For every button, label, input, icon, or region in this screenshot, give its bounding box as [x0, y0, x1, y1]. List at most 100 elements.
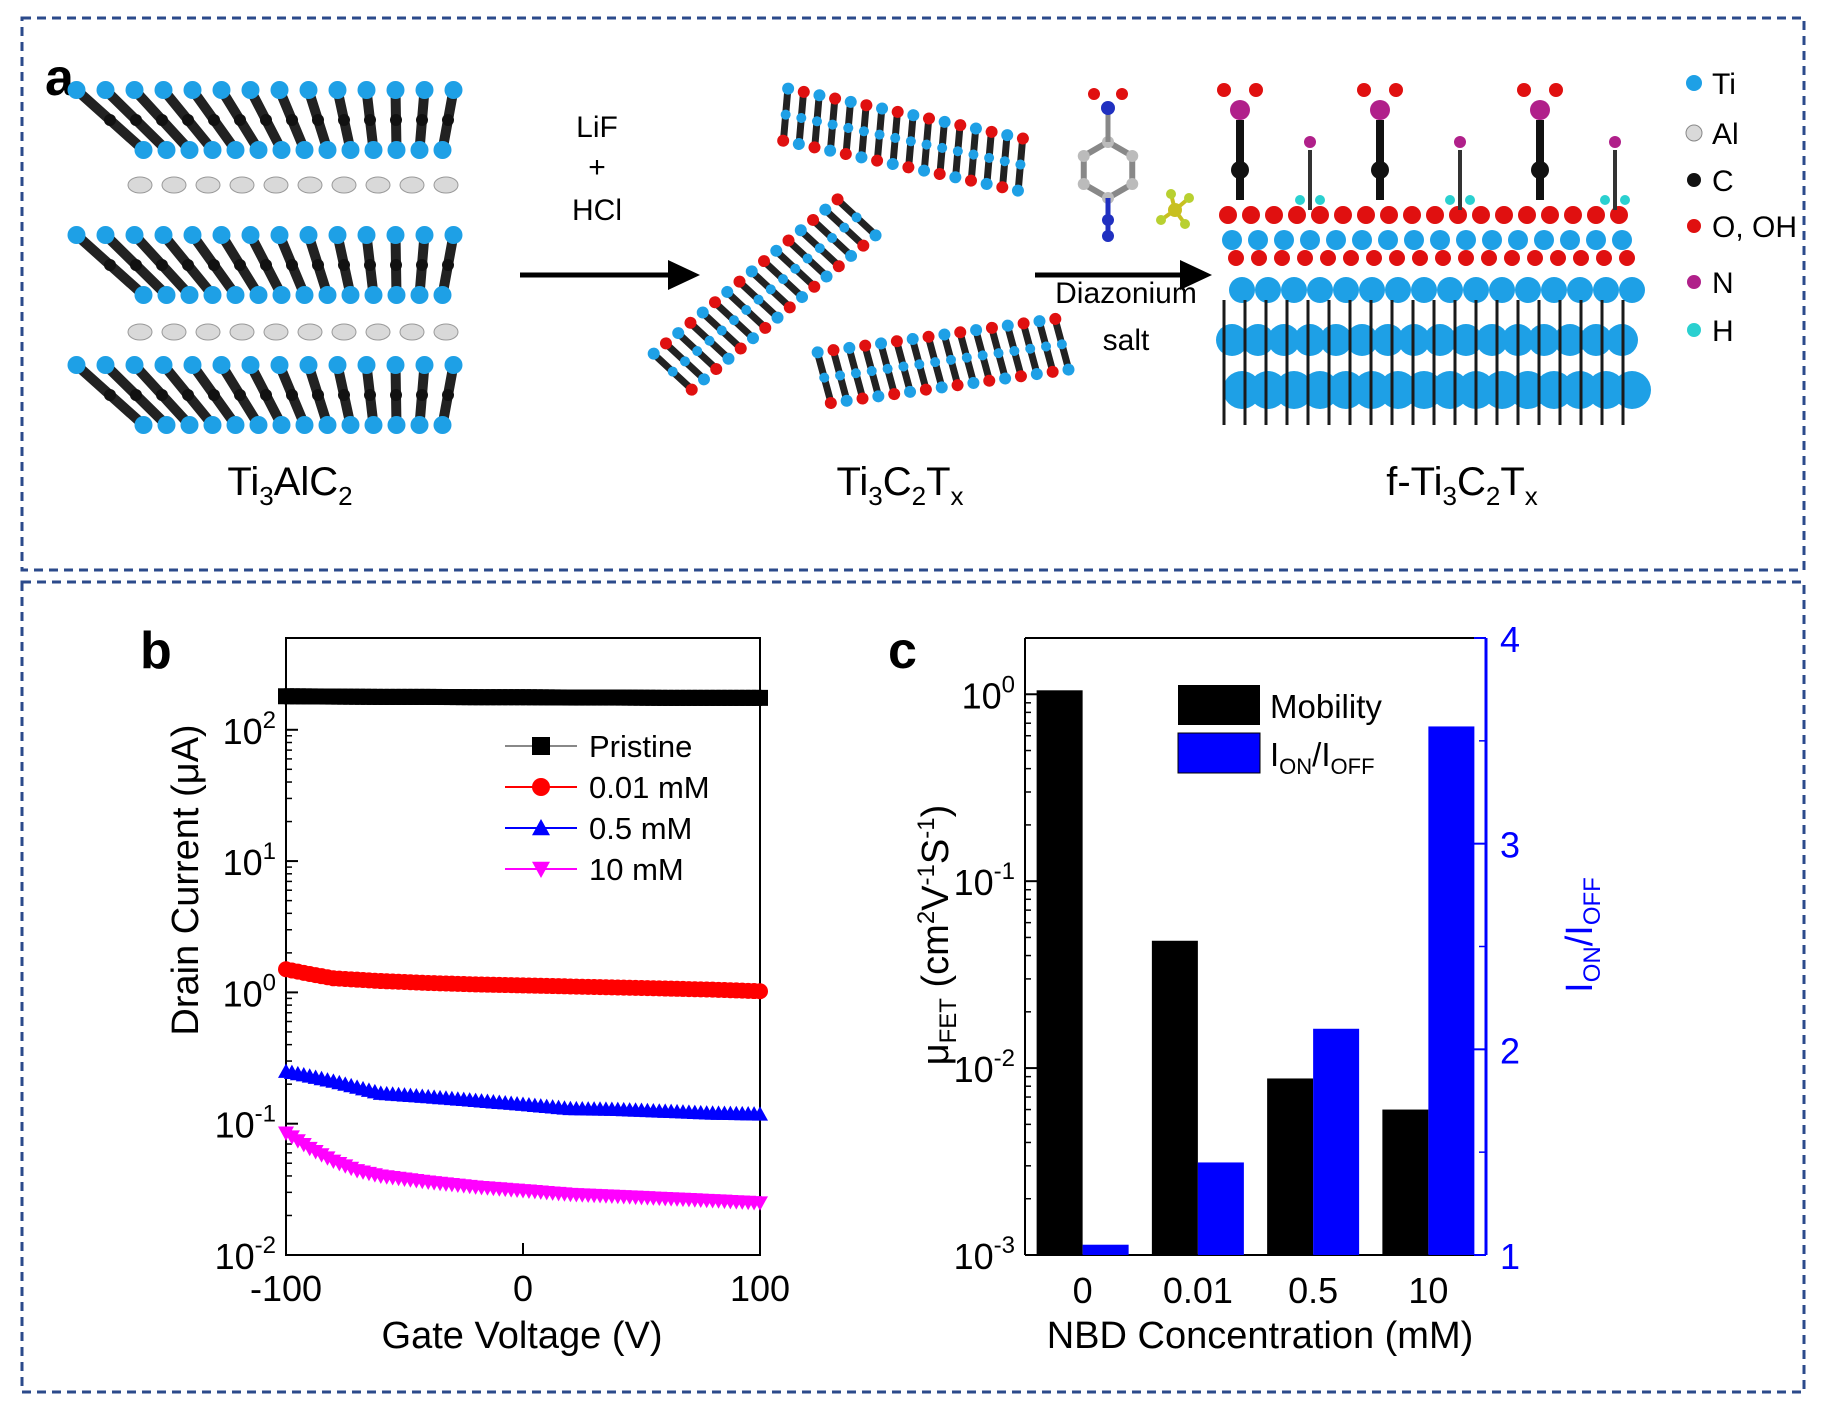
- o-atom: [1228, 250, 1244, 266]
- flake-atom: [696, 306, 709, 319]
- ti-atom: [1534, 230, 1554, 250]
- panel-c-ylabel-left: μFET (cm2V-1S-1): [913, 805, 962, 1066]
- n-atom: [1102, 230, 1114, 242]
- m2-mid2: T: [926, 460, 950, 504]
- flake-atom: [692, 346, 703, 357]
- ti-atom: [96, 81, 115, 99]
- flake-atom: [904, 385, 917, 398]
- ti-atom: [386, 356, 405, 374]
- o-atom: [1412, 250, 1428, 266]
- ti-atom: [1515, 277, 1541, 303]
- flake-atom: [866, 365, 877, 376]
- ti-atom: [212, 356, 231, 374]
- m3-mid: C: [1457, 460, 1486, 504]
- flake-atom: [902, 161, 915, 174]
- ti-atom: [125, 226, 144, 244]
- ti-atom: [433, 141, 452, 159]
- flake-atom: [832, 260, 845, 273]
- flake-atom: [851, 212, 862, 223]
- ti-atom: [299, 226, 318, 244]
- marker-triangle-up: [532, 819, 550, 836]
- c-atom: [1531, 161, 1549, 179]
- right-y-tick-label: 3: [1500, 825, 1520, 866]
- flake-atom: [1033, 315, 1046, 328]
- flake-atom: [1030, 368, 1043, 381]
- legend-n-dot: [1687, 275, 1701, 289]
- ti-atom: [299, 356, 318, 374]
- right-y-tick-label: 2: [1500, 1030, 1520, 1071]
- ti-atom: [226, 416, 245, 434]
- x-tick-label: 10: [1408, 1270, 1448, 1311]
- ti-atom: [387, 286, 406, 304]
- panel-a-label: a: [45, 49, 75, 107]
- flake-atom: [1009, 345, 1020, 356]
- o-atom: [1541, 206, 1559, 224]
- yl-t2: V: [915, 885, 957, 911]
- ti-atom: [1586, 230, 1606, 250]
- flake-atom: [907, 109, 920, 122]
- ti-atom: [180, 141, 199, 159]
- left-y-tick-label: 10-1: [954, 858, 1015, 903]
- flake-atom: [827, 232, 838, 243]
- flake-atom: [993, 348, 1004, 359]
- ti-atom: [203, 286, 222, 304]
- al-atom: [433, 176, 459, 194]
- o-atom: [1458, 250, 1474, 266]
- o-atom: [1517, 83, 1531, 97]
- ti-atom: [386, 81, 405, 99]
- ti-atom: [444, 356, 463, 374]
- c-atom: [234, 114, 246, 126]
- n-atom: [1230, 100, 1250, 120]
- legend-c-label: C: [1712, 165, 1734, 198]
- c-atom: [234, 259, 246, 271]
- flake-atom: [697, 373, 710, 386]
- legend-c-dot: [1687, 173, 1701, 187]
- x-tick-label: 0: [1073, 1270, 1093, 1311]
- m2-sub2: 2: [912, 481, 926, 511]
- ti-atom: [444, 81, 463, 99]
- step1-line1: LiF: [576, 111, 618, 144]
- flake-atom: [807, 213, 820, 226]
- ti-atom: [249, 416, 268, 434]
- flake-atom: [685, 383, 698, 396]
- flake-atom: [869, 229, 882, 242]
- o-atom: [1366, 250, 1382, 266]
- c-atom: [338, 259, 350, 271]
- surface-bg: [1220, 85, 1640, 425]
- flake-atom: [855, 151, 868, 164]
- flake-atom: [844, 95, 857, 108]
- nbd-group: [1357, 83, 1403, 200]
- n-atom: [1530, 100, 1550, 120]
- c-atom: [260, 114, 272, 126]
- flake-atom: [938, 115, 951, 128]
- n-atom: [1304, 136, 1316, 148]
- ti-atom: [1404, 230, 1424, 250]
- m3-sub1: 3: [1443, 481, 1457, 511]
- flake-atom: [790, 263, 801, 274]
- ring-atom: [1126, 150, 1139, 162]
- flake-atom: [778, 274, 789, 285]
- flake-atom: [964, 174, 977, 187]
- marker-triangle-up: [752, 1106, 768, 1121]
- c-atom: [286, 389, 298, 401]
- ti-atom: [241, 81, 260, 99]
- flake-atom: [734, 342, 747, 355]
- ti-atom: [1613, 371, 1651, 409]
- c-atom: [442, 114, 454, 126]
- yl-s3: -1: [913, 817, 940, 838]
- step1-line2: +: [588, 151, 606, 184]
- flake-atom: [747, 332, 760, 345]
- flake-atom: [814, 243, 825, 254]
- ti-atom: [1326, 230, 1346, 250]
- ti-atom: [357, 81, 376, 99]
- ti-atom: [1274, 230, 1294, 250]
- ti-atom: [1431, 371, 1469, 409]
- flake-atom: [843, 341, 856, 354]
- marker-triangle-down: [752, 1196, 768, 1211]
- flake-atom: [921, 139, 932, 150]
- flake-atom: [813, 89, 826, 102]
- ti-atom: [1456, 230, 1476, 250]
- ti-atom: [299, 81, 318, 99]
- ti-atom: [249, 286, 268, 304]
- ti3alc2-layer-mid: [67, 226, 463, 304]
